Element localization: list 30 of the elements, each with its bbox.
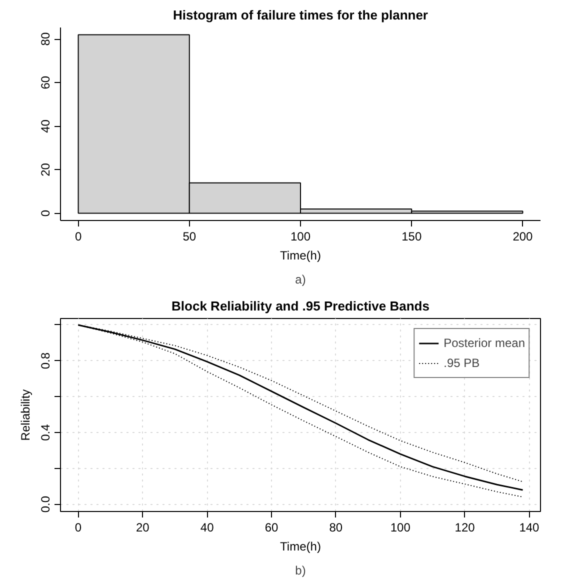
legend-label: .95 PB [444, 356, 480, 370]
chart-title: Block Reliability and .95 Predictive Bands [172, 298, 430, 314]
x-tick-label: 140 [519, 520, 540, 534]
y-tick-label: 0.0 [38, 496, 52, 513]
x-tick-label: 0 [74, 230, 82, 244]
x-axis-title: Time(h) [280, 248, 321, 262]
x-tick-label: 40 [200, 520, 214, 534]
y-tick-label: 60 [38, 76, 52, 90]
x-tick-label: 0 [74, 520, 82, 534]
x-tick-label: 200 [512, 230, 534, 244]
y-tick-label: 0 [38, 210, 52, 217]
y-tick-label: 0.4 [38, 424, 52, 441]
y-tick-label: 40 [38, 119, 52, 133]
x-tick-label: 120 [454, 520, 476, 534]
text: a) [295, 272, 306, 286]
y-tick-label: 20 [38, 162, 52, 176]
x-tick-label: 100 [390, 520, 411, 534]
x-tick-label: 100 [290, 230, 311, 244]
text: b) [295, 564, 306, 578]
x-tick-label: 150 [402, 230, 422, 244]
x-tick-label: 20 [136, 520, 150, 534]
legend-label: Posterior mean [444, 336, 525, 350]
x-axis-title: Time(h) [280, 540, 321, 554]
y-axis-title: Reliability [18, 389, 32, 441]
y-tick-label: 0.8 [38, 352, 52, 370]
x-tick-label: 80 [329, 520, 343, 534]
x-tick-label: 50 [182, 230, 196, 244]
chart-title: Histogram of failure times for the planner [173, 8, 428, 22]
x-tick-label: 60 [264, 520, 279, 534]
y-tick-label: 80 [38, 32, 52, 46]
